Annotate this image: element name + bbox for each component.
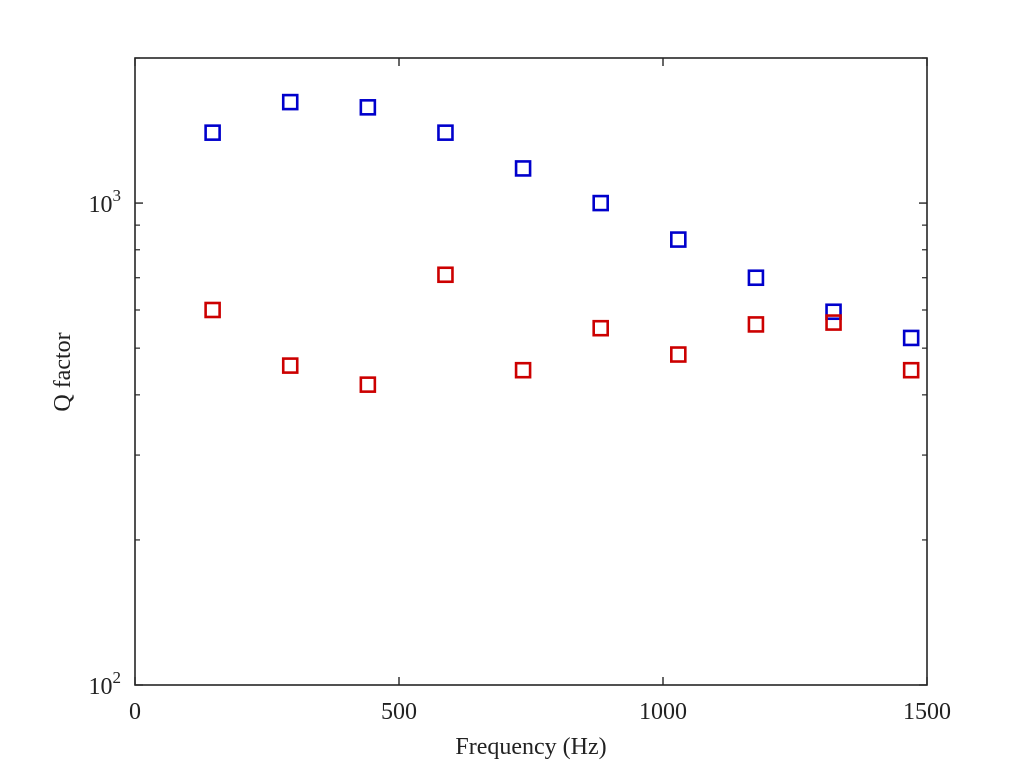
data-point-series-1	[204, 124, 221, 141]
x-tick-label: 500	[381, 699, 417, 725]
data-point-series-1	[592, 194, 609, 212]
y-tick-label: 103	[89, 186, 122, 218]
data-point-series-2	[592, 319, 609, 337]
plot-frame	[134, 57, 928, 686]
data-point-series-2	[437, 266, 454, 284]
data-point-series-1	[359, 99, 377, 116]
marks-layer	[204, 93, 920, 393]
y-tick-label: 102	[89, 668, 122, 700]
data-point-series-2	[514, 361, 532, 379]
x-axis-label: Frequency (Hz)	[455, 734, 606, 760]
data-point-series-2	[825, 314, 842, 331]
data-point-series-1	[437, 124, 454, 141]
y-axis-label: Q factor	[50, 332, 76, 411]
data-point-series-1	[514, 160, 532, 177]
data-point-series-2	[359, 376, 377, 393]
data-point-series-2	[747, 316, 765, 333]
data-point-series-1	[825, 303, 842, 321]
x-tick-label: 1500	[903, 699, 951, 725]
ticks-layer: 0 500 1000 1500 102 103	[89, 57, 951, 725]
data-point-series-1	[902, 329, 920, 347]
data-point-series-1	[670, 231, 687, 248]
data-point-series-1	[747, 269, 765, 287]
data-point-series-2	[204, 301, 221, 319]
data-point-series-1	[281, 93, 299, 111]
data-point-series-2	[670, 346, 687, 363]
data-point-series-2	[902, 361, 920, 379]
data-point-series-2	[281, 357, 299, 374]
x-tick-label: 1000	[639, 699, 687, 725]
x-tick-label: 0	[129, 699, 141, 725]
